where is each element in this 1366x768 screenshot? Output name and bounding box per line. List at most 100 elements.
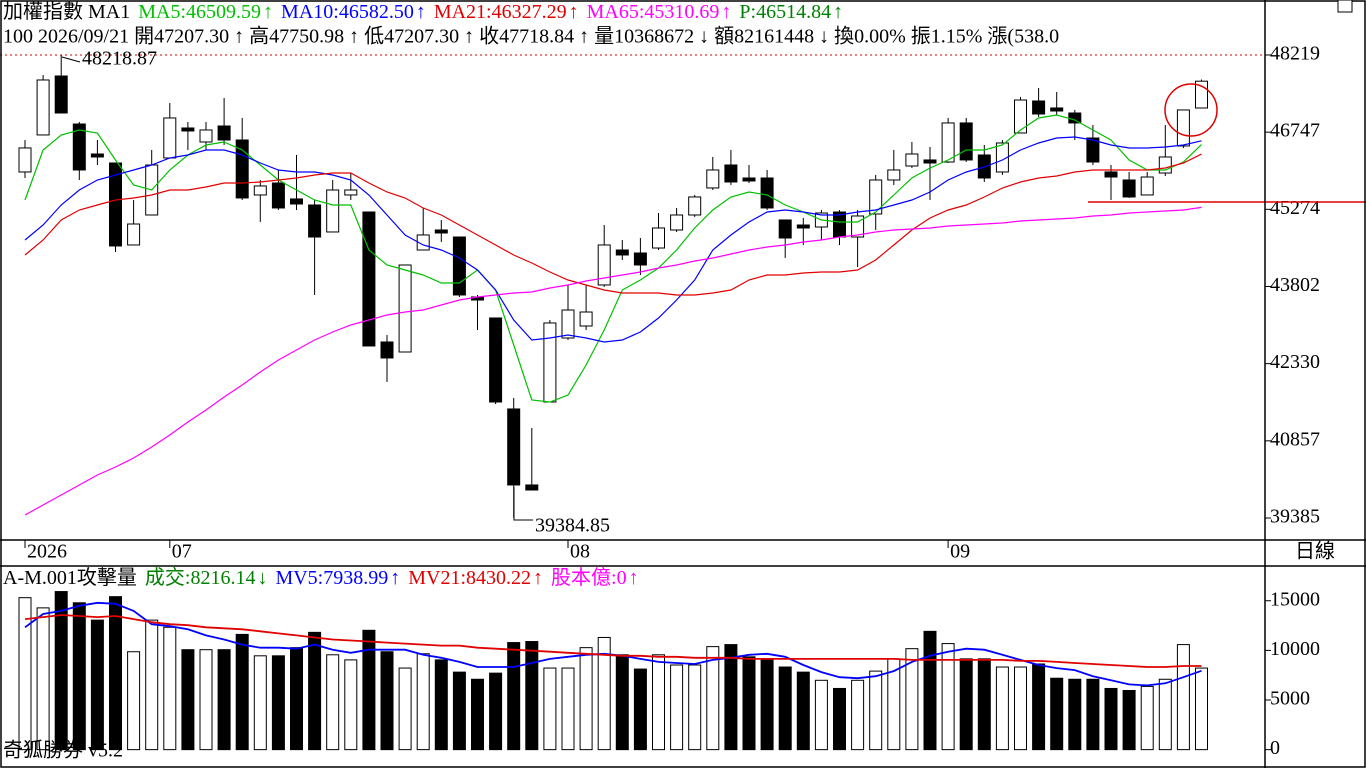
candle-body xyxy=(1122,179,1136,198)
candle-body xyxy=(869,179,883,215)
volume-bar xyxy=(796,671,810,751)
volume-bar xyxy=(18,597,32,751)
annotation: 39384.85 xyxy=(535,515,610,537)
legend-entry: MA5:46509.59 xyxy=(138,1,261,23)
candle-body xyxy=(18,147,32,173)
candle-body xyxy=(127,223,141,246)
volume-bar xyxy=(163,626,177,751)
volume-bar xyxy=(471,678,484,751)
volume-bar xyxy=(814,679,828,751)
y-tick-label: 48219 xyxy=(1270,43,1320,65)
legend-trend: ↑ xyxy=(533,567,543,589)
candle-body xyxy=(434,229,448,234)
volume-bar xyxy=(1158,678,1172,751)
candle-body xyxy=(760,177,774,209)
volume-bar xyxy=(1050,677,1064,751)
volume-bar xyxy=(489,672,503,751)
volume-panel xyxy=(18,591,1208,751)
candle-body xyxy=(778,219,792,239)
volume-bar xyxy=(54,591,68,751)
volume-bar xyxy=(597,636,611,751)
legend-trend: ↑ xyxy=(629,567,639,589)
volume-bar xyxy=(851,679,865,751)
volume-bar xyxy=(652,654,665,751)
candle-body xyxy=(452,236,466,296)
candle-body xyxy=(308,204,322,238)
candle-body xyxy=(959,122,973,161)
volume-bar xyxy=(398,667,412,751)
volume-bar xyxy=(1014,666,1027,751)
candle-body xyxy=(362,211,376,347)
volume-bar xyxy=(670,664,684,751)
volume-bar xyxy=(507,642,521,751)
window-box xyxy=(1337,0,1353,13)
volume-bar xyxy=(579,647,593,751)
volume-bar xyxy=(778,666,792,751)
volume-bar xyxy=(977,658,991,751)
candle-body xyxy=(851,215,865,238)
candle-body xyxy=(1104,171,1118,178)
legend-trend: ↑ xyxy=(416,1,426,23)
volume-bar xyxy=(742,656,756,751)
volume-bar xyxy=(109,596,122,751)
candle-body xyxy=(1068,112,1082,124)
volume-bar xyxy=(72,602,86,751)
x-tick-label: 2026 xyxy=(27,541,67,563)
legend-entry: MV5:7938.99 xyxy=(275,567,388,589)
x-tick-label: 07 xyxy=(172,541,192,563)
legend-trend: ↓ xyxy=(257,567,267,589)
legend-trend: ↑ xyxy=(569,1,579,23)
volume-bar xyxy=(217,649,231,751)
candle-body xyxy=(507,408,521,486)
volume-bar xyxy=(615,654,629,751)
period-label: 日線 xyxy=(1295,540,1335,563)
volume-bar xyxy=(905,648,919,751)
volume-bar xyxy=(941,643,955,751)
candle-body xyxy=(688,196,702,216)
legend-entry: 股本億:0 xyxy=(551,566,627,589)
y-tick-label: 10000 xyxy=(1270,638,1320,660)
volume-bar xyxy=(290,647,303,751)
candle-body xyxy=(833,211,846,238)
volume-bar xyxy=(344,659,358,751)
volume-bar xyxy=(760,659,774,751)
volume-bar xyxy=(362,629,376,751)
volume-bar xyxy=(525,641,539,751)
legend-trend: ↑ xyxy=(390,567,400,589)
volume-bar xyxy=(1068,678,1082,751)
legend: A-M.001攻擊量 成交:8216.14 ↓ MV5:7938.99 ↑ MV21:84… xyxy=(3,566,639,589)
volume-bar xyxy=(36,607,50,751)
volume-bar xyxy=(706,646,720,751)
volume-bar xyxy=(1104,687,1118,751)
highlight-circle xyxy=(1164,83,1218,137)
candle-body xyxy=(1158,156,1172,174)
candle-body xyxy=(54,75,68,114)
volume-bar xyxy=(1140,685,1154,751)
volume-bar xyxy=(199,649,213,751)
legend-trend: ↑ xyxy=(263,1,273,23)
volume-bar xyxy=(1032,663,1046,751)
candle-body xyxy=(271,182,285,209)
candle-body xyxy=(489,317,503,403)
candle-body xyxy=(344,189,358,196)
legend-entry: MA10:46582.50 xyxy=(281,1,414,23)
volume-bar xyxy=(724,644,738,751)
candle-body xyxy=(1050,107,1064,112)
candle-body xyxy=(525,484,539,491)
legend-entry: MA65:45310.69 xyxy=(587,1,720,23)
volume-bar xyxy=(833,687,846,751)
candle-body xyxy=(217,125,231,141)
volume-bar xyxy=(253,655,267,751)
y-tick-label: 0 xyxy=(1270,737,1280,759)
footer: 奇狐勝券 v5.2 xyxy=(3,739,123,762)
volume-bar xyxy=(1176,644,1190,751)
candle-body xyxy=(109,162,122,247)
candle-body xyxy=(290,198,303,205)
y-tick-label: 5000 xyxy=(1270,688,1310,710)
legend-entry: P:46514.84 xyxy=(739,1,831,23)
candle-body xyxy=(597,244,611,286)
candle-body xyxy=(1140,176,1154,196)
ma-line xyxy=(24,114,1202,403)
